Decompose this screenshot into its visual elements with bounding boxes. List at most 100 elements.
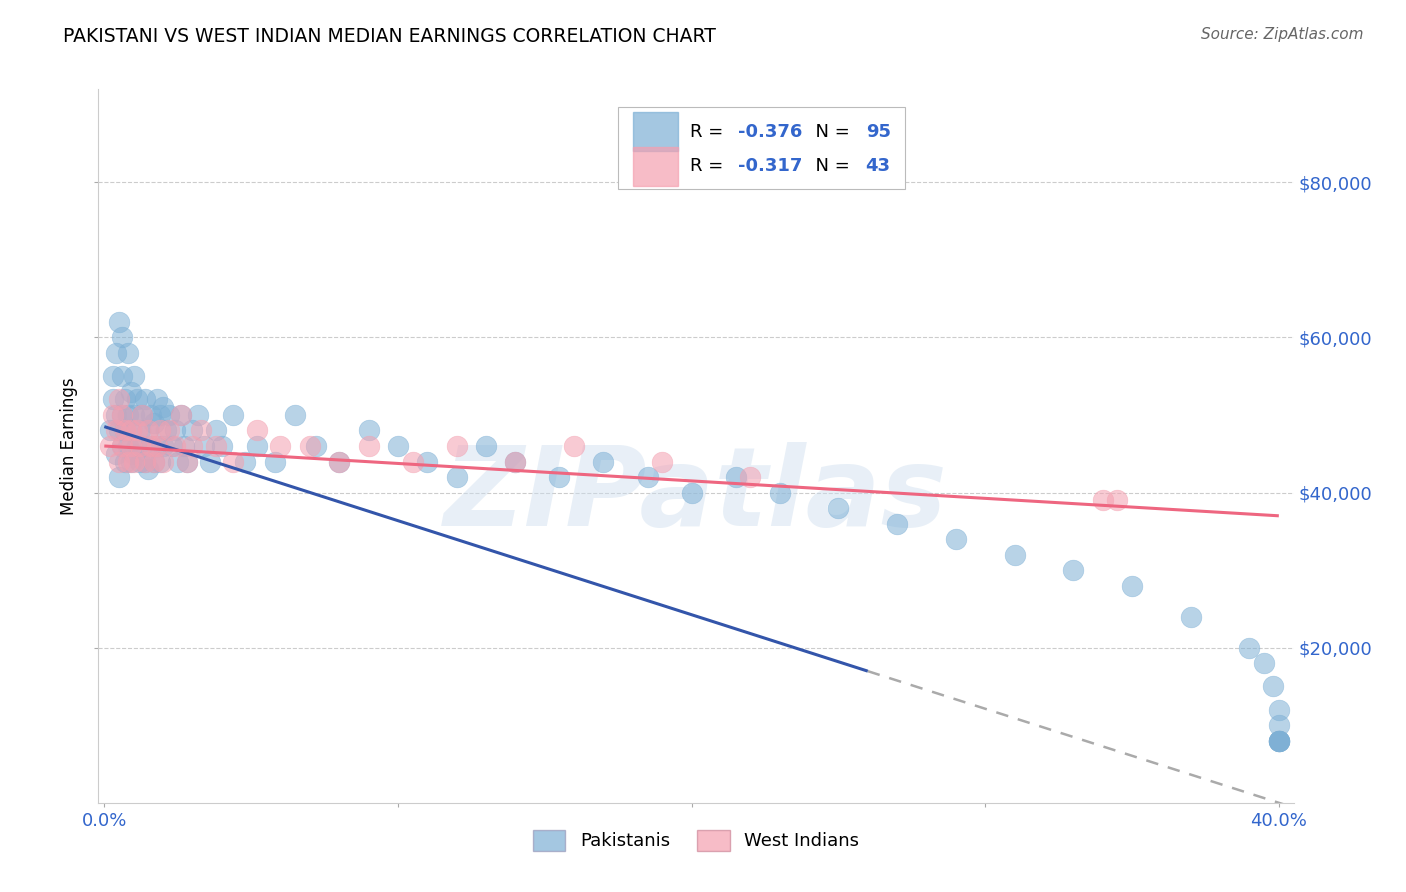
Point [173,439,195,453]
Text: ZIPatlas: ZIPatlas [444,442,948,549]
Point [125,392,148,407]
Point [263,454,285,468]
Point [128,424,150,438]
Point [446,470,468,484]
Point [1268,718,1291,732]
Point [740,470,762,484]
Point [328,454,350,468]
Point [505,454,527,468]
Point [681,485,703,500]
Point [446,439,468,453]
Point [562,439,585,453]
Text: R =: R = [690,157,728,175]
Point [120,454,142,468]
Point [131,439,153,453]
Point [357,424,380,438]
Point [134,392,156,407]
Text: N =: N = [804,123,855,141]
Point [143,454,166,468]
Point [120,439,142,453]
Point [105,447,128,461]
Point [152,439,174,453]
Point [1268,703,1291,717]
Text: N =: N = [804,157,855,175]
Point [651,454,673,468]
Point [122,454,145,468]
Text: R =: R = [690,123,728,141]
Point [592,454,614,468]
Point [101,369,124,384]
Legend: Pakistanis, West Indians: Pakistanis, West Indians [526,822,866,858]
Point [138,424,160,438]
Point [98,439,121,453]
Point [105,346,128,360]
Point [1253,656,1275,670]
Point [143,416,166,430]
Point [169,408,191,422]
Point [1180,609,1202,624]
Point [131,408,153,422]
Point [181,424,204,438]
Point [134,454,156,468]
Point [205,424,228,438]
Point [886,516,908,531]
Point [1239,640,1261,655]
Point [122,369,145,384]
Point [176,454,198,468]
Point [111,408,134,422]
Point [1268,733,1291,747]
Point [163,424,186,438]
Point [1091,493,1114,508]
Text: 95: 95 [866,123,890,141]
Text: 43: 43 [866,157,890,175]
Point [187,408,209,422]
Point [108,424,131,438]
Point [284,408,307,422]
Point [105,408,128,422]
Point [138,462,160,476]
Point [246,439,269,453]
Point [149,408,172,422]
Point [157,408,180,422]
Point [125,424,148,438]
Point [193,439,215,453]
Text: -0.317: -0.317 [738,157,803,175]
Point [117,454,139,468]
Point [724,470,747,484]
Point [149,454,172,468]
Point [128,454,150,468]
Point [181,439,204,453]
Point [401,454,423,468]
Point [769,485,792,500]
Point [505,454,527,468]
Point [114,392,136,407]
Point [111,330,134,344]
Point [222,408,245,422]
Point [117,408,139,422]
Point [416,454,439,468]
Point [141,408,163,422]
Point [548,470,571,484]
Point [111,439,134,453]
Point [134,454,156,468]
Point [111,369,134,384]
Point [205,439,228,453]
Point [143,454,166,468]
Point [1268,733,1291,747]
Point [117,346,139,360]
Point [637,470,659,484]
Point [387,439,409,453]
Point [157,424,180,438]
Point [120,384,142,399]
Point [163,439,186,453]
Point [101,408,124,422]
Point [122,408,145,422]
FancyBboxPatch shape [633,146,678,186]
Point [146,439,169,453]
Point [111,408,134,422]
Point [120,424,142,438]
Point [131,408,153,422]
Point [176,454,198,468]
Y-axis label: Median Earnings: Median Earnings [60,377,79,515]
Point [827,501,849,516]
